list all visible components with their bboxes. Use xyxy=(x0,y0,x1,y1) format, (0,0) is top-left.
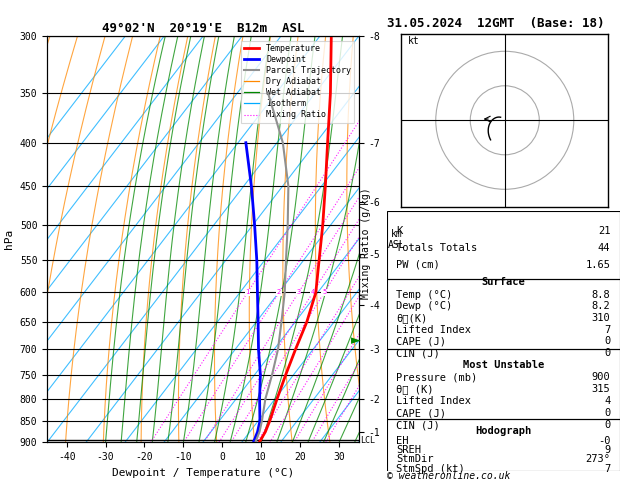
Text: -0: -0 xyxy=(598,436,610,446)
Text: Dewp (°C): Dewp (°C) xyxy=(396,301,452,312)
Text: 900: 900 xyxy=(591,372,610,382)
Text: CIN (J): CIN (J) xyxy=(396,420,440,430)
Text: Surface: Surface xyxy=(481,278,525,287)
Text: 7: 7 xyxy=(604,464,610,474)
Text: 1: 1 xyxy=(245,290,250,295)
Text: Lifted Index: Lifted Index xyxy=(396,325,471,335)
Text: 4: 4 xyxy=(604,396,610,406)
Text: 315: 315 xyxy=(591,384,610,394)
Text: EH: EH xyxy=(396,436,409,446)
Text: 0: 0 xyxy=(604,420,610,430)
Text: Mixing Ratio (g/kg): Mixing Ratio (g/kg) xyxy=(361,187,371,299)
Text: 21: 21 xyxy=(598,226,610,236)
Text: © weatheronline.co.uk: © weatheronline.co.uk xyxy=(387,471,510,481)
Title: 49°02'N  20°19'E  B12m  ASL: 49°02'N 20°19'E B12m ASL xyxy=(102,22,304,35)
Text: PW (cm): PW (cm) xyxy=(396,260,440,270)
Bar xyxy=(387,349,620,419)
Text: 3: 3 xyxy=(296,290,301,295)
Text: CIN (J): CIN (J) xyxy=(396,348,440,358)
Text: Temp (°C): Temp (°C) xyxy=(396,290,452,299)
Text: 310: 310 xyxy=(591,313,610,323)
Text: Totals Totals: Totals Totals xyxy=(396,243,477,253)
Text: 31.05.2024  12GMT  (Base: 18): 31.05.2024 12GMT (Base: 18) xyxy=(387,17,604,30)
Bar xyxy=(387,211,620,279)
Y-axis label: hPa: hPa xyxy=(4,229,14,249)
Text: Hodograph: Hodograph xyxy=(475,426,532,436)
Text: Pressure (mb): Pressure (mb) xyxy=(396,372,477,382)
Text: StmSpd (kt): StmSpd (kt) xyxy=(396,464,465,474)
Text: CAPE (J): CAPE (J) xyxy=(396,336,446,347)
Text: ►: ► xyxy=(350,334,360,347)
Text: CAPE (J): CAPE (J) xyxy=(396,408,446,418)
Text: 5: 5 xyxy=(322,290,326,295)
Text: Most Unstable: Most Unstable xyxy=(462,360,544,370)
Text: kt: kt xyxy=(408,36,420,46)
Text: 0: 0 xyxy=(604,348,610,358)
Bar xyxy=(387,419,620,471)
Text: 44: 44 xyxy=(598,243,610,253)
Text: LCL: LCL xyxy=(360,436,375,445)
Text: 2: 2 xyxy=(277,290,281,295)
Text: 8.2: 8.2 xyxy=(591,301,610,312)
Text: 0: 0 xyxy=(604,408,610,418)
Text: 8.8: 8.8 xyxy=(591,290,610,299)
Text: SREH: SREH xyxy=(396,445,421,455)
Text: 4: 4 xyxy=(311,290,315,295)
Y-axis label: km
ASL: km ASL xyxy=(388,228,406,250)
Bar xyxy=(387,279,620,349)
Text: StmDir: StmDir xyxy=(396,454,433,465)
Text: K: K xyxy=(396,226,403,236)
Text: 9: 9 xyxy=(604,445,610,455)
Text: 1.65: 1.65 xyxy=(585,260,610,270)
Text: θᴄ (K): θᴄ (K) xyxy=(396,384,433,394)
Text: Lifted Index: Lifted Index xyxy=(396,396,471,406)
Text: 0: 0 xyxy=(604,336,610,347)
X-axis label: Dewpoint / Temperature (°C): Dewpoint / Temperature (°C) xyxy=(112,468,294,478)
Text: 7: 7 xyxy=(604,325,610,335)
Legend: Temperature, Dewpoint, Parcel Trajectory, Dry Adiabat, Wet Adiabat, Isotherm, Mi: Temperature, Dewpoint, Parcel Trajectory… xyxy=(241,41,354,123)
Text: 273°: 273° xyxy=(585,454,610,465)
Text: θᴄ(K): θᴄ(K) xyxy=(396,313,427,323)
